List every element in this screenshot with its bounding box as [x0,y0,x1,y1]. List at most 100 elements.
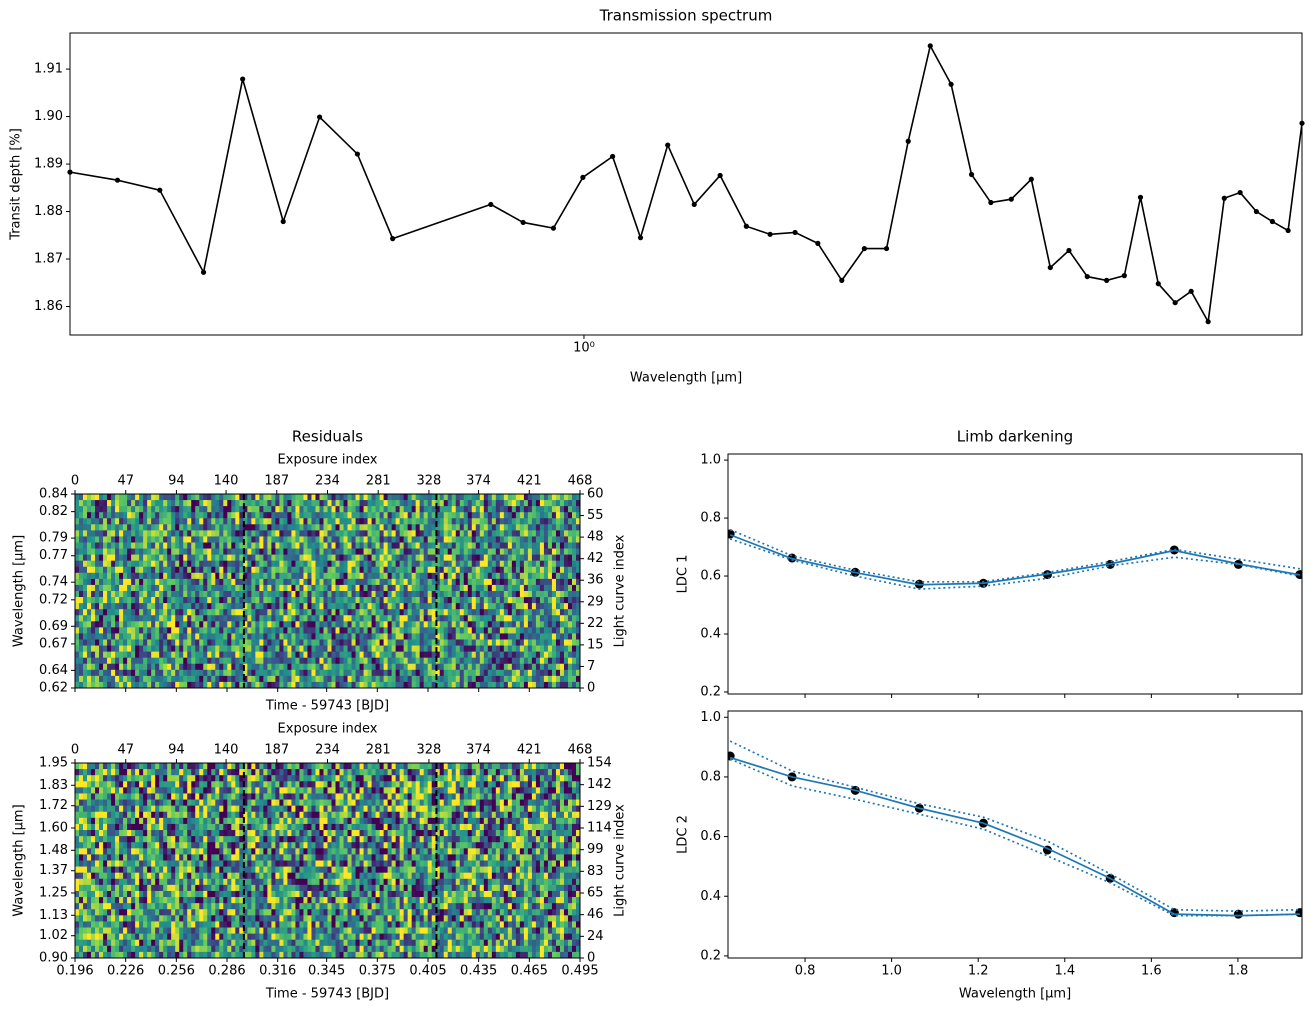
heatmap-cell [147,793,152,800]
heatmap-cell [563,548,569,556]
heatmap-cell [323,645,328,653]
heatmap-cell [403,775,409,782]
heatmap-cell [507,793,513,800]
heatmap-cell [151,530,156,537]
heatmap-cell [463,500,469,507]
heatmap-cell [279,799,284,807]
heatmap-cell [131,572,136,580]
heatmap-cell [431,536,437,543]
heatmap-cell [255,775,260,782]
heatmap-cell [215,681,220,689]
heatmap-cell [559,781,565,788]
heatmap-cell [471,530,477,537]
heatmap-cell [243,621,248,628]
heatmap-cell [175,560,180,568]
heatmap-cell [319,609,324,616]
heatmap-cell [531,560,537,568]
heatmap-cell [199,578,204,586]
heatmap-cell [371,645,376,653]
heatmap-cell [75,681,80,689]
heatmap-cell [387,536,393,543]
heatmap-cell [543,518,549,525]
heatmap-cell [259,591,264,598]
heatmap-cell [515,615,521,622]
heatmap-cell [431,566,437,574]
heatmap-cell [299,572,304,580]
heatmap-cell [551,572,557,580]
heatmap-cell [143,627,148,634]
heatmap-cell [355,609,360,616]
heatmap-cell [483,578,489,586]
heatmap-cell [559,663,565,671]
heatmap-cell [95,524,100,531]
heatmap-cell [479,560,485,568]
heatmap-cell [247,793,252,800]
heatmap-cell [523,536,529,543]
heatmap-cell [351,518,356,525]
heatmap-cell [279,681,284,689]
heatmap-cell [499,506,505,513]
heatmap-cell [179,775,184,782]
heatmap-cell [199,621,204,628]
heatmap-cell [291,763,296,770]
heatmap-cell [483,566,489,574]
heatmap-cell [215,578,220,586]
heatmap-cell [415,657,421,665]
heatmap-cell [135,554,140,562]
heatmap-cell [107,781,112,788]
heatmap-cell [227,657,232,665]
heatmap-cell [359,566,364,574]
heatmap-cell [159,506,164,513]
heatmap-cell [447,597,453,604]
heatmap-cell [279,645,284,653]
heatmap-cell [479,675,485,683]
heatmap-cell [215,627,220,634]
heatmap-cell [279,597,284,604]
heatmap-cell [287,536,292,543]
heatmap-cell [319,681,324,689]
heatmap-cell [203,627,208,634]
heatmap-cell [79,584,84,592]
heatmap-cell [379,578,385,586]
heatmap-cell [431,530,437,537]
heatmap-cell [547,597,553,604]
heatmap-cell [211,651,216,659]
heatmap-cell [343,633,348,640]
heatmap-cell [171,669,176,677]
heatmap-cell [383,548,389,556]
heatmap-cell [487,681,493,689]
heatmap-cell [163,609,168,616]
heatmap-cell [199,536,204,543]
heatmap-cell [159,512,164,519]
heatmap-cell [107,494,112,501]
heatmap-cell [315,554,320,562]
heatmap-cell [75,621,80,628]
heatmap-cell [255,560,260,568]
heatmap-cell [479,657,485,665]
heatmap-cell [507,681,513,689]
heatmap-cell [491,633,497,640]
heatmap-cell [531,572,537,580]
heatmap-cell [199,675,204,683]
heatmap-cell [375,542,381,549]
heatmap-cell [331,494,336,501]
heatmap-cell [199,663,204,671]
heatmap-cell [291,781,296,788]
heatmap-cell [507,524,513,531]
heatmap-cell [367,548,372,556]
heatmap-cell [83,591,88,598]
heatmap-cell [151,621,156,628]
heatmap-cell [387,554,393,562]
heatmap-cell [471,554,477,562]
heatmap-cell [251,578,256,586]
heatmap-cell [287,651,292,659]
heatmap-cell [447,657,453,665]
heatmap-cell [327,669,332,677]
heatmap-cell [143,584,148,592]
heatmap-cell [303,663,308,671]
heatmap-cell [151,675,156,683]
heatmap-cell [251,633,256,640]
heatmap-cell [159,524,164,531]
heatmap-cell [91,657,96,665]
heatmap-cell [139,675,144,683]
